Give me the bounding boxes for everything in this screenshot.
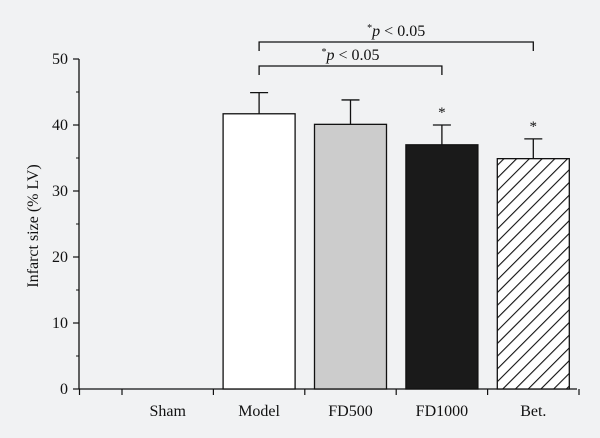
y-tick-label: 20 xyxy=(52,249,68,266)
comparison-bracket xyxy=(258,41,534,51)
comparison-bracket xyxy=(258,65,443,75)
significance-star: * xyxy=(530,119,538,135)
bar-fd1000 xyxy=(405,144,479,390)
comparison-label: *p < 0.05 xyxy=(367,23,425,41)
x-tick-label: Sham xyxy=(149,403,186,420)
bar-fd500 xyxy=(313,123,388,390)
bar-bet xyxy=(496,158,570,390)
significance-star: * xyxy=(438,105,446,121)
x-tick-label: FD500 xyxy=(328,403,372,420)
plot-area: 0 10 20 30 40 50 Sham Model FD500 * FD1000 * Bet. *p … xyxy=(52,23,580,420)
bar-model xyxy=(222,113,296,390)
x-tick-label: FD1000 xyxy=(416,403,468,420)
y-tick-label: 10 xyxy=(52,315,68,332)
y-tick-label: 50 xyxy=(52,51,68,68)
y-tick-label: 30 xyxy=(52,183,68,200)
y-tick-label: 40 xyxy=(52,117,68,134)
y-axis-title: Infarct size (% LV) xyxy=(25,164,42,287)
comparison-label: *p < 0.05 xyxy=(321,47,379,65)
x-tick-label: Model xyxy=(238,403,280,420)
x-tick-label: Bet. xyxy=(520,403,546,420)
y-tick-label: 0 xyxy=(60,381,68,398)
